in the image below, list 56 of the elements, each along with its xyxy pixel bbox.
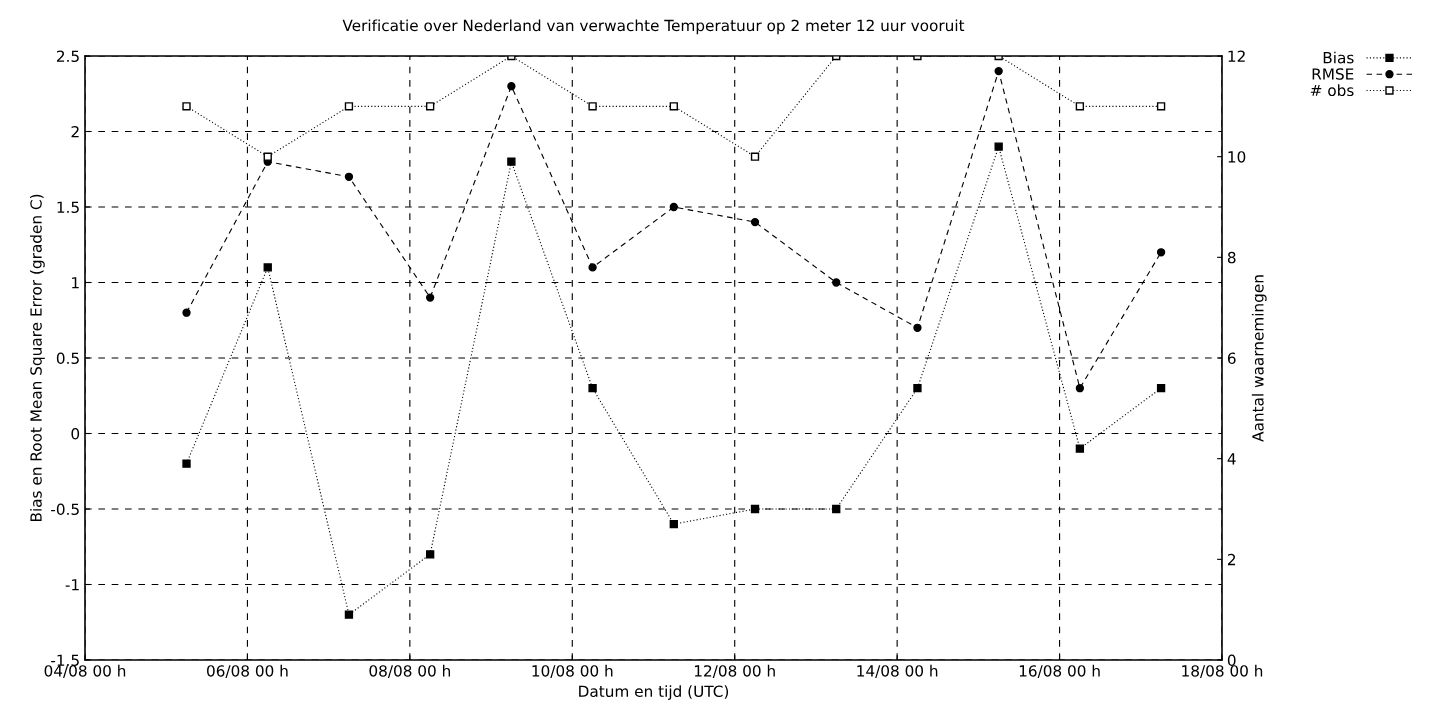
point xyxy=(669,202,678,212)
x-tick-label: 12/08 00 h xyxy=(694,664,775,678)
y-tick-label: 2.5 xyxy=(56,50,79,63)
y2-axis-title: Aantal waarnemingen xyxy=(1251,275,1267,442)
y-tick-label: -1.5 xyxy=(51,654,79,667)
y-tick-label: 1.5 xyxy=(57,201,79,214)
x-axis-title: Datum en tijd (UTC) xyxy=(579,685,729,700)
x-tick-label: 10/08 00 h xyxy=(532,664,613,678)
x-tick-label: 16/08 00 h xyxy=(1019,664,1100,678)
point xyxy=(344,610,354,619)
point xyxy=(832,504,841,514)
y-tick-label: 0 xyxy=(71,427,80,440)
y-axis-title: Bias en Root Mean Square Error (graden C) xyxy=(29,194,45,522)
point xyxy=(588,384,597,393)
x-tick-label: 14/08 00 h xyxy=(857,664,938,678)
y2-tick-label: 12 xyxy=(1228,50,1245,62)
legend-label: Bias xyxy=(1323,51,1354,64)
y2-tick-label: 2 xyxy=(1227,553,1236,566)
point xyxy=(669,519,678,529)
y2-tick-label: 8 xyxy=(1227,251,1236,264)
point xyxy=(425,293,435,302)
legend-label: # obs xyxy=(1310,84,1354,97)
x-tick-label: 06/08 00 h xyxy=(207,664,288,678)
x-tick-label: 04/08 00 h xyxy=(44,664,126,678)
point xyxy=(1156,248,1166,257)
y2-tick-label: 6 xyxy=(1227,352,1236,365)
point xyxy=(750,217,760,227)
point xyxy=(913,384,922,393)
x-tick-label: 08/08 00 h xyxy=(369,664,450,678)
chart-title: Verificatie over Nederland van verwachte Temperatuur op 2 meter 12 uur vooruit xyxy=(342,19,965,35)
legend-label: RMSE xyxy=(1312,68,1354,80)
point xyxy=(1075,444,1085,453)
point xyxy=(182,459,191,468)
point xyxy=(263,263,272,272)
point xyxy=(425,550,435,559)
y2-tick-label: 4 xyxy=(1227,453,1236,465)
point xyxy=(750,504,760,514)
y-tick-label: -1 xyxy=(65,579,79,591)
y2-tick-label: 10 xyxy=(1228,151,1246,163)
point xyxy=(832,278,841,287)
point xyxy=(507,82,516,91)
point xyxy=(507,157,516,166)
point xyxy=(1156,384,1166,393)
y-tick-label: 2 xyxy=(71,125,79,138)
point xyxy=(1075,384,1085,393)
y-tick-label: 1 xyxy=(72,277,79,289)
y-tick-label: -0.5 xyxy=(51,503,79,516)
point xyxy=(994,142,1003,151)
point xyxy=(588,263,597,272)
point xyxy=(182,308,191,317)
point xyxy=(913,323,922,332)
point xyxy=(344,172,354,181)
y-tick-label: 0.5 xyxy=(56,352,79,365)
y2-tick-label: 0 xyxy=(1227,654,1236,667)
x-tick-label: 18/08 00 h xyxy=(1182,664,1263,678)
point xyxy=(994,66,1003,76)
